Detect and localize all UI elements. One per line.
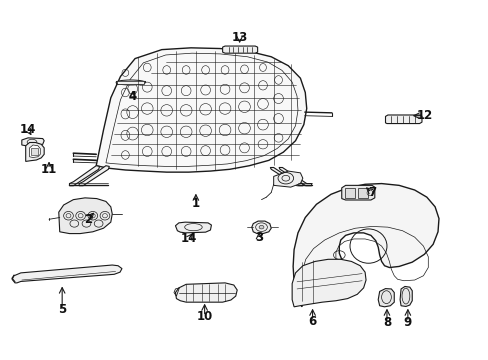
Text: 4: 4 <box>128 90 137 103</box>
Polygon shape <box>291 259 366 307</box>
Text: 1: 1 <box>191 197 200 210</box>
Polygon shape <box>175 222 211 233</box>
Polygon shape <box>344 188 355 198</box>
Text: 5: 5 <box>58 303 66 316</box>
Polygon shape <box>357 188 368 198</box>
Polygon shape <box>341 185 374 200</box>
Polygon shape <box>292 184 438 307</box>
Polygon shape <box>26 143 44 161</box>
Polygon shape <box>30 145 40 157</box>
Polygon shape <box>116 81 145 84</box>
Ellipse shape <box>116 80 145 85</box>
Polygon shape <box>399 287 411 306</box>
Polygon shape <box>175 283 237 302</box>
Text: 9: 9 <box>403 316 411 329</box>
Ellipse shape <box>259 225 264 229</box>
Text: 2: 2 <box>84 213 92 226</box>
Polygon shape <box>30 148 38 155</box>
Polygon shape <box>69 166 100 186</box>
Polygon shape <box>117 81 144 84</box>
Polygon shape <box>22 138 44 146</box>
Polygon shape <box>251 221 271 234</box>
Text: 8: 8 <box>382 316 390 329</box>
Polygon shape <box>279 167 311 186</box>
Text: 13: 13 <box>231 31 247 44</box>
Polygon shape <box>377 289 393 307</box>
Polygon shape <box>96 48 306 172</box>
Polygon shape <box>79 166 109 186</box>
Text: 6: 6 <box>308 315 316 328</box>
Polygon shape <box>12 265 122 283</box>
Text: 10: 10 <box>196 310 212 323</box>
Text: 14: 14 <box>180 233 196 246</box>
Text: 12: 12 <box>415 109 432 122</box>
Polygon shape <box>270 167 302 186</box>
Polygon shape <box>222 46 257 53</box>
Polygon shape <box>385 115 421 123</box>
Polygon shape <box>59 198 112 234</box>
Text: 7: 7 <box>367 186 375 199</box>
Polygon shape <box>273 171 302 187</box>
Text: 14: 14 <box>20 123 36 136</box>
Text: 3: 3 <box>255 231 263 244</box>
Text: 11: 11 <box>41 163 57 176</box>
